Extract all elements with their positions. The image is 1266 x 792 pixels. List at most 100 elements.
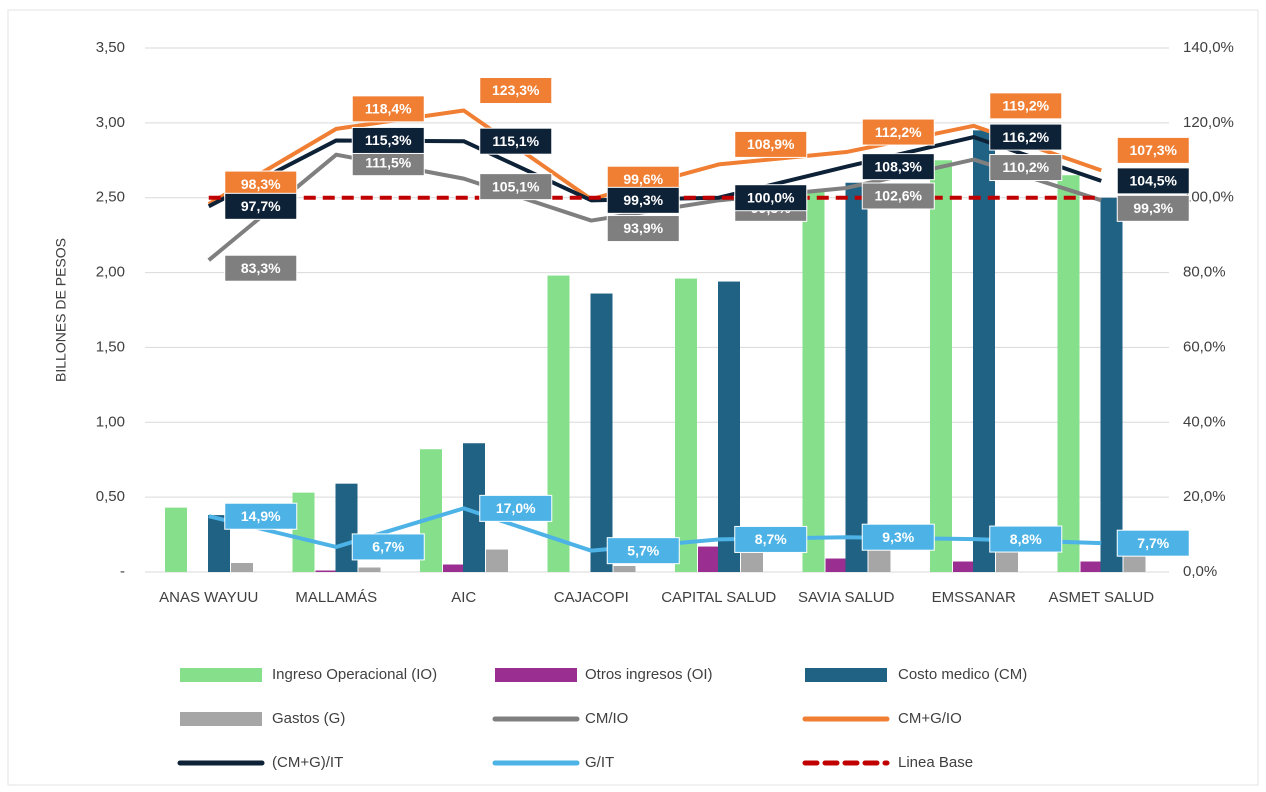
- y2-tick-label: 120,0%: [1183, 114, 1234, 131]
- data-label: 119,2%: [1002, 98, 1049, 114]
- y-axis-label: BILLONES DE PESOS: [53, 238, 69, 382]
- data-label-box: [351, 126, 425, 154]
- y2-tick-label: 0,0%: [1183, 563, 1217, 580]
- data-label: 100,0%: [747, 189, 795, 205]
- y2-tick-label: 140,0%: [1183, 39, 1234, 56]
- data-label-box: [606, 186, 680, 214]
- bar: [718, 281, 740, 572]
- data-label: 102,6%: [875, 188, 923, 204]
- bar: [547, 275, 570, 572]
- legend-swatch: [495, 668, 577, 682]
- data-label-box: [861, 523, 935, 551]
- data-label: 9,3%: [882, 529, 914, 545]
- bar: [825, 558, 848, 572]
- data-label-box: [734, 525, 808, 553]
- bar: [675, 278, 697, 572]
- bar: [292, 492, 315, 572]
- legend-label: Linea Base: [898, 754, 973, 771]
- legend-swatch: [180, 668, 262, 682]
- y-tick-label: -: [120, 563, 125, 580]
- bar: [996, 546, 1018, 572]
- data-label-box: [351, 95, 425, 123]
- y-tick-label: 2,00: [96, 264, 125, 281]
- data-label-box: [989, 525, 1063, 553]
- data-label-box: [989, 92, 1063, 120]
- data-label: 107,3%: [1130, 142, 1178, 158]
- legend-swatch: [180, 712, 262, 726]
- data-label-box: [479, 494, 553, 522]
- legend-label: (CM+G)/IT: [272, 754, 343, 771]
- data-label: 93,9%: [623, 220, 663, 236]
- y2-tick-label: 100,0%: [1183, 189, 1234, 206]
- data-label: 99,3%: [623, 192, 663, 208]
- y-tick-label: 1,00: [96, 413, 125, 430]
- bar: [463, 443, 485, 572]
- data-label: 115,1%: [492, 133, 539, 149]
- y-tick-label: 2,50: [96, 189, 125, 206]
- data-label-box: [861, 182, 935, 210]
- y-tick-label: 1,50: [96, 338, 125, 355]
- data-label-box: [479, 173, 553, 201]
- y-tick-label: 3,00: [96, 114, 125, 131]
- bar: [231, 563, 253, 572]
- data-label-box: [1116, 529, 1190, 557]
- data-label: 99,6%: [623, 171, 663, 187]
- data-label-box: [224, 502, 298, 530]
- x-tick-label: SAVIA SALUD: [798, 589, 895, 606]
- x-tick-label: ASMET SALUD: [1048, 589, 1154, 606]
- data-label-box: [861, 118, 935, 146]
- bar: [613, 566, 636, 572]
- bar: [1100, 197, 1123, 572]
- data-label: 8,7%: [755, 531, 787, 547]
- data-label-box: [479, 77, 553, 105]
- data-label: 98,3%: [241, 176, 281, 192]
- data-label-box: [224, 192, 298, 220]
- data-label: 8,8%: [1010, 531, 1042, 547]
- data-label: 112,2%: [875, 124, 922, 140]
- data-label: 110,2%: [1002, 159, 1049, 175]
- legend-swatch: [805, 668, 887, 682]
- data-label-box: [989, 154, 1063, 182]
- x-tick-label: CAPITAL SALUD: [661, 589, 776, 606]
- legend-label: Ingreso Operacional (IO): [272, 666, 437, 683]
- bar: [868, 548, 891, 572]
- y2-tick-label: 20,0%: [1183, 488, 1226, 505]
- legend-label: G/IT: [585, 754, 614, 771]
- bar: [443, 564, 465, 572]
- data-label-box: [1116, 194, 1190, 222]
- data-label-box: [1116, 136, 1190, 164]
- data-label: 14,9%: [241, 508, 281, 524]
- data-label-box: [734, 130, 808, 158]
- y2-tick-label: 60,0%: [1183, 338, 1226, 355]
- data-label: 7,7%: [1137, 535, 1169, 551]
- data-label-box: [224, 254, 298, 282]
- bar: [486, 549, 508, 572]
- data-label: 6,7%: [372, 539, 404, 555]
- bar: [590, 293, 613, 572]
- data-label-box: [989, 123, 1063, 151]
- bar: [953, 561, 975, 572]
- bar: [315, 570, 338, 572]
- data-label: 118,4%: [365, 101, 412, 117]
- bar: [930, 160, 952, 573]
- bar: [1057, 175, 1080, 572]
- bar: [358, 567, 381, 572]
- data-label-box: [606, 537, 680, 565]
- data-label: 105,1%: [492, 178, 540, 194]
- y2-tick-label: 80,0%: [1183, 264, 1226, 281]
- bar: [802, 190, 825, 572]
- y-tick-label: 3,50: [96, 39, 125, 56]
- data-label: 116,2%: [1002, 129, 1049, 145]
- x-tick-label: MALLAMÁS: [295, 589, 377, 606]
- legend-label: Gastos (G): [272, 710, 345, 727]
- x-tick-label: ANAS WAYUU: [159, 589, 258, 606]
- data-label: 108,9%: [747, 136, 795, 152]
- bar: [1080, 561, 1103, 572]
- data-label: 99,3%: [1133, 200, 1173, 216]
- frame: [7, 9, 1259, 786]
- legend-label: CM+G/IO: [898, 710, 962, 727]
- y-tick-label: 0,50: [96, 488, 125, 505]
- data-label-box: [861, 153, 935, 181]
- legend-label: Costo medico (CM): [898, 666, 1027, 683]
